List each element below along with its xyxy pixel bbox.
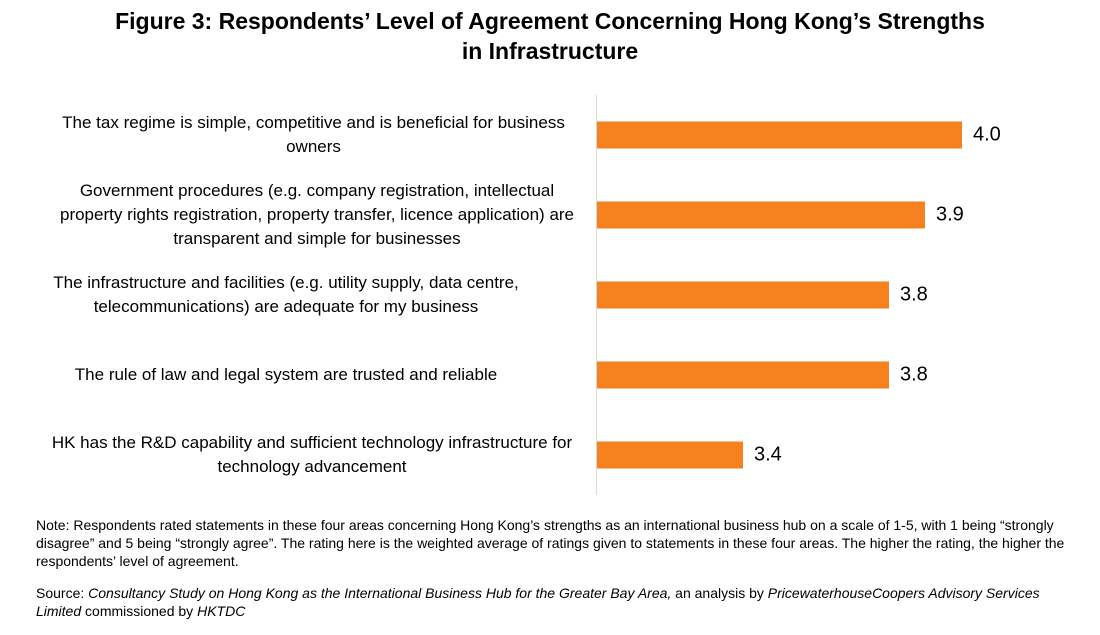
bar	[597, 201, 925, 229]
bar-row: The rule of law and legal system are tru…	[0, 335, 1100, 415]
bar-row: Government procedures (e.g. company regi…	[0, 175, 1100, 255]
bar	[597, 361, 889, 389]
source-segment: commissioned by	[81, 603, 198, 619]
value-label: 3.8	[900, 363, 928, 386]
value-label: 4.0	[973, 123, 1001, 146]
note-text: Note: Respondents rated statements in th…	[36, 517, 1065, 569]
source-segment: an analysis by	[671, 585, 768, 601]
bar	[597, 441, 743, 469]
category-label: The rule of law and legal system are tru…	[74, 365, 498, 384]
bar-row: HK has the R&D capability and sufficient…	[0, 415, 1100, 495]
figure-title: Figure 3: Respondents’ Level of Agreemen…	[115, 8, 985, 64]
bar	[597, 281, 889, 309]
bar-chart: The tax regime is simple, competitive an…	[0, 95, 1100, 495]
bar	[597, 121, 962, 149]
source-segment: Source:	[36, 585, 89, 601]
bar-row: The tax regime is simple, competitive an…	[0, 95, 1100, 175]
category-axis-line	[596, 95, 597, 495]
value-label: 3.8	[900, 283, 928, 306]
category-label: HK has the R&D capability and sufficient…	[51, 433, 573, 476]
value-label: 3.4	[754, 443, 782, 466]
source-segment: PricewaterhouseCoopers Advisory Services…	[36, 585, 1040, 619]
category-label: The infrastructure and facilities (e.g. …	[53, 273, 519, 316]
category-label: The tax regime is simple, competitive an…	[62, 113, 565, 156]
value-label: 3.9	[936, 203, 964, 226]
source-segment: Consultancy Study on Hong Kong as the In…	[88, 585, 672, 601]
bar-row: The infrastructure and facilities (e.g. …	[0, 255, 1100, 335]
source-segment: HKTDC	[197, 603, 246, 619]
category-label: Government procedures (e.g. company regi…	[59, 181, 575, 248]
bar-rows: The tax regime is simple, competitive an…	[0, 95, 1100, 495]
source-text: Source: Consultancy Study on Hong Kong a…	[36, 584, 1076, 620]
